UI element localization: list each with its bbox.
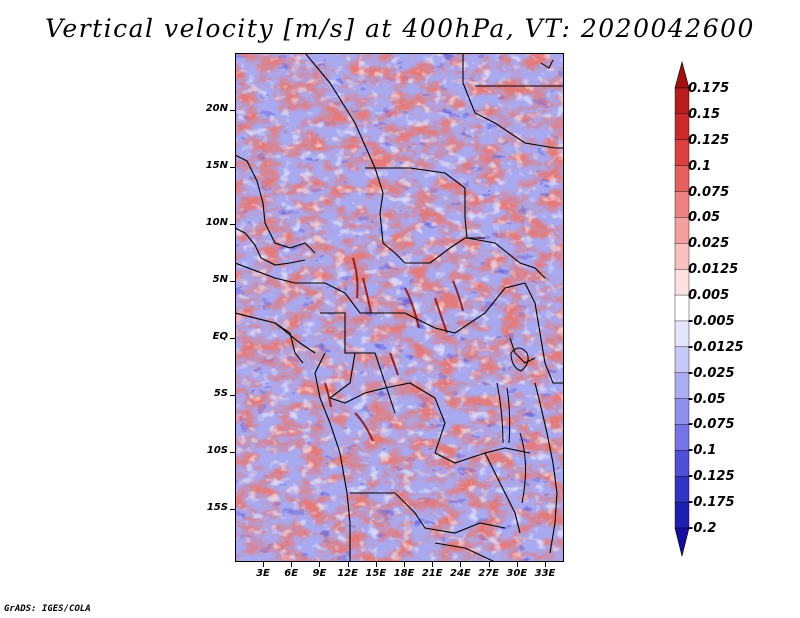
colorbar-label: -0.0125	[688, 339, 744, 355]
colorbar-swatch	[674, 424, 690, 452]
longitude-tick	[488, 562, 490, 567]
longitude-label: 27E	[478, 568, 499, 579]
latitude-label: 10S	[206, 445, 228, 456]
colorbar-label: 0.005	[688, 288, 730, 304]
colorbar-label: 0.125	[688, 132, 730, 148]
longitude-tick	[404, 562, 405, 567]
longitude-tick	[319, 562, 321, 567]
longitude-label: 24E	[450, 568, 471, 579]
colorbar-label: -0.1	[688, 443, 717, 459]
lake-outlines	[496, 59, 554, 504]
field-neutral-layer	[235, 53, 564, 562]
colorbar-swatch	[674, 372, 690, 400]
longitude-tick	[263, 562, 264, 567]
colorbar-label: 0.15	[688, 106, 721, 122]
latitude-tick	[230, 281, 235, 282]
colorbar-swatch	[674, 217, 690, 244]
latitude-tick	[230, 110, 235, 111]
longitude-tick	[516, 562, 518, 567]
latitude-label: 15S	[206, 502, 228, 513]
colorbar-min-arrow	[674, 527, 690, 557]
colorbar-swatch	[674, 139, 690, 167]
latitude-tick	[230, 338, 235, 339]
colorbar-swatch	[674, 320, 690, 348]
longitude-label: 6E	[284, 568, 299, 579]
colorbar-swatch	[674, 501, 690, 529]
colorbar-max-arrow	[674, 60, 690, 89]
longitude-tick	[347, 562, 349, 567]
colorbar-label: -0.075	[688, 417, 735, 433]
colorbar-label: -0.025	[688, 365, 735, 381]
software-credit: GrADS: IGES/COLA	[4, 604, 91, 614]
colorbar-swatch	[674, 191, 690, 219]
colorbar-swatch	[674, 243, 690, 270]
latitude-label: 10N	[205, 217, 228, 228]
colorbar-swatch	[674, 268, 690, 296]
longitude-label: 12E	[337, 568, 358, 579]
colorbar-swatch	[674, 165, 690, 193]
colorbar-swatch	[674, 87, 690, 115]
convective-streaks	[324, 257, 464, 442]
longitude-tick	[375, 562, 377, 567]
colorbar-swatch	[674, 398, 690, 426]
latitude-label: EQ	[212, 331, 228, 342]
colorbar-swatch	[674, 450, 690, 477]
latitude-tick	[230, 395, 235, 396]
longitude-label: 21E	[421, 568, 443, 579]
longitude-tick	[460, 562, 462, 567]
longitude-label: 9E	[312, 568, 327, 579]
colorbar-swatch	[674, 476, 690, 503]
latitude-label: 5S	[213, 388, 228, 399]
latitude-tick	[230, 224, 235, 225]
colorbar-swatches	[674, 60, 690, 557]
latitude-label: 15N	[205, 160, 228, 171]
colorbar-label: 0.075	[688, 184, 730, 200]
map-title: Vertical velocity [m/s] at 400hPa, VT: 2…	[45, 14, 755, 43]
longitude-label: 3E	[256, 568, 270, 579]
colorbar-label: 0.175	[688, 81, 730, 96]
map-area[interactable]	[235, 53, 564, 562]
colorbar-label: 0.05	[688, 210, 721, 226]
colorbar-label: -0.175	[688, 495, 735, 511]
longitude-tick	[432, 562, 434, 567]
colorbar-label: 0.025	[688, 236, 730, 252]
longitude-label: 33E	[534, 568, 556, 579]
colorbar-label: -0.05	[688, 391, 726, 407]
latitude-tick	[230, 509, 235, 510]
latitude-tick	[230, 452, 235, 453]
colorbar-label: 0.0125	[688, 262, 739, 278]
colorbar-label: 0.1	[688, 158, 712, 174]
latitude-label: 5N	[212, 274, 228, 285]
colorbar-swatch	[674, 346, 690, 374]
colorbar-label: -0.125	[688, 469, 735, 485]
vertical-velocity-field	[235, 53, 564, 562]
latitude-label: 20N	[205, 103, 228, 114]
colorbar-swatch	[674, 294, 690, 322]
longitude-label: 18E	[393, 568, 415, 579]
colorbar-label: -0.2	[688, 521, 717, 536]
latitude-tick	[230, 167, 235, 168]
longitude-tick	[291, 562, 293, 567]
country-borders	[235, 53, 564, 562]
longitude-label: 15E	[365, 568, 387, 579]
colorbar-label: -0.005	[688, 313, 735, 329]
colorbar-swatch	[674, 113, 690, 141]
longitude-tick	[545, 562, 546, 567]
longitude-label: 30E	[506, 568, 528, 579]
